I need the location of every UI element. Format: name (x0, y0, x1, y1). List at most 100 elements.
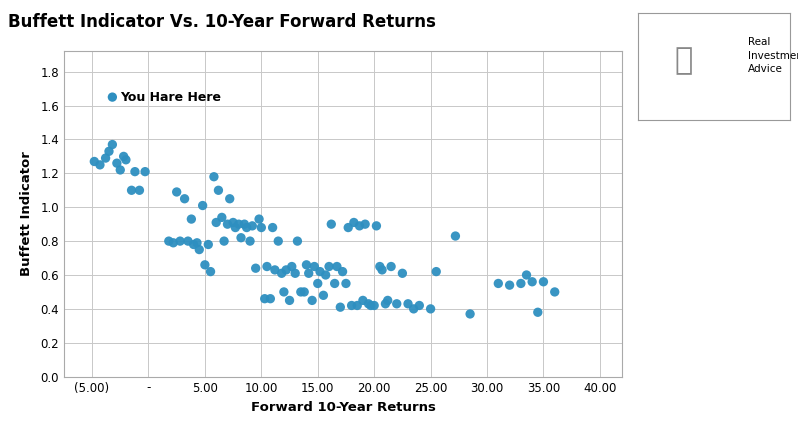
Point (272, 238, 285, 244)
Point (449, 232, 462, 239)
Point (531, 309, 544, 316)
Point (319, 272, 332, 279)
Point (204, 268, 217, 275)
Point (336, 268, 349, 275)
Point (207, 173, 220, 180)
Point (110, 160, 123, 166)
Point (381, 297, 394, 304)
Point (268, 267, 281, 273)
Point (199, 262, 211, 268)
Point (235, 234, 247, 241)
Point (311, 280, 324, 287)
Point (261, 263, 274, 270)
Point (294, 288, 307, 295)
Text: 🦅: 🦅 (675, 47, 693, 75)
Point (191, 239, 203, 246)
Point (370, 223, 383, 229)
Point (275, 270, 288, 277)
Point (264, 295, 277, 302)
Point (106, 141, 119, 148)
Point (128, 168, 141, 175)
Point (492, 280, 504, 287)
Point (306, 297, 318, 304)
Point (548, 288, 561, 295)
Point (182, 238, 195, 244)
Point (133, 187, 146, 194)
Point (221, 221, 234, 228)
Point (167, 239, 180, 246)
Point (346, 302, 358, 309)
Point (359, 221, 372, 228)
Point (385, 263, 397, 270)
Text: Real
Investment
Advice: Real Investment Advice (748, 37, 798, 74)
Point (396, 270, 409, 277)
Point (298, 288, 310, 295)
Point (267, 224, 279, 231)
Point (202, 241, 215, 248)
Point (99, 155, 112, 161)
Point (368, 302, 381, 309)
Point (340, 280, 353, 287)
Point (253, 216, 266, 223)
Point (139, 168, 152, 175)
Point (120, 156, 132, 163)
Point (243, 238, 256, 244)
Point (174, 238, 187, 244)
Point (283, 297, 296, 304)
Point (249, 265, 262, 272)
Y-axis label: Buffett Indicator: Buffett Indicator (20, 152, 34, 276)
Point (401, 300, 414, 307)
Point (526, 278, 539, 285)
Point (317, 292, 330, 299)
Point (390, 300, 403, 307)
Point (357, 297, 369, 304)
Point (537, 278, 550, 285)
Point (464, 311, 476, 318)
Point (308, 263, 321, 270)
Point (232, 221, 245, 228)
Point (196, 202, 209, 209)
Point (302, 270, 315, 277)
Point (259, 295, 271, 302)
Point (515, 280, 527, 287)
Point (88, 158, 101, 165)
Point (430, 268, 443, 275)
Point (223, 195, 236, 202)
Point (314, 268, 326, 275)
Point (280, 267, 293, 273)
Text: You Hare Here: You Hare Here (120, 91, 221, 104)
Point (246, 223, 259, 229)
Point (178, 195, 191, 202)
Point (362, 300, 375, 307)
Text: Buffett Indicator Vs. 10-Year Forward Returns: Buffett Indicator Vs. 10-Year Forward Re… (8, 13, 436, 31)
Point (218, 238, 231, 244)
Point (379, 300, 392, 307)
Point (291, 238, 304, 244)
Point (125, 187, 138, 194)
Point (373, 263, 386, 270)
Point (354, 223, 366, 229)
Point (351, 302, 364, 309)
Point (328, 280, 341, 287)
Point (229, 224, 242, 231)
Point (117, 153, 130, 160)
Point (300, 262, 313, 268)
Point (334, 304, 346, 311)
Point (103, 148, 116, 155)
Point (330, 263, 343, 270)
Point (188, 241, 200, 248)
Point (114, 166, 127, 173)
Point (520, 272, 533, 279)
Point (413, 302, 425, 309)
Point (425, 306, 437, 312)
Point (376, 267, 389, 273)
Point (289, 270, 302, 277)
Point (255, 224, 267, 231)
Point (210, 219, 223, 226)
Point (342, 224, 354, 231)
Point (365, 302, 377, 309)
Point (106, 94, 119, 101)
Point (325, 221, 338, 228)
Point (322, 263, 335, 270)
Point (93, 161, 106, 168)
